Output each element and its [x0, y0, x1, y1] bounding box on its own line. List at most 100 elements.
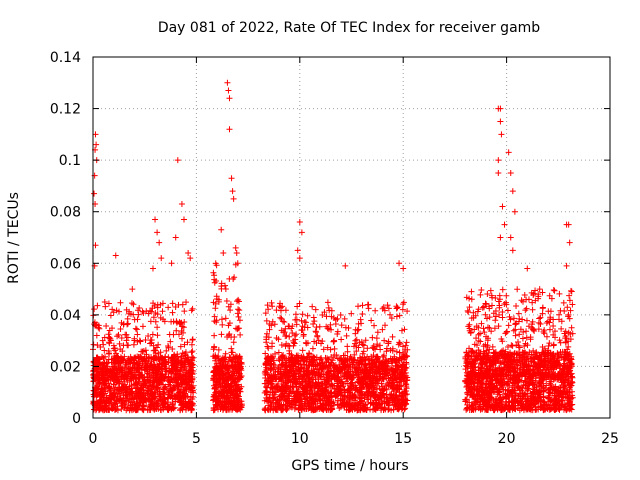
data-point	[214, 401, 221, 408]
data-point	[371, 405, 378, 412]
data-point	[172, 393, 179, 400]
data-point	[163, 368, 170, 375]
data-point	[161, 318, 168, 325]
data-point	[111, 401, 118, 408]
data-point	[93, 332, 100, 339]
data-point	[359, 302, 366, 309]
data-point	[311, 398, 318, 405]
data-point	[90, 341, 97, 348]
data-point	[142, 337, 149, 344]
data-point	[330, 314, 337, 321]
data-point	[383, 348, 390, 355]
data-point	[263, 317, 270, 324]
data-point	[107, 312, 114, 319]
data-point	[266, 395, 273, 402]
data-point	[219, 362, 226, 369]
data-point	[168, 356, 175, 363]
data-point	[225, 369, 232, 376]
data-point	[168, 406, 175, 413]
data-point	[400, 299, 407, 306]
data-point	[236, 370, 243, 377]
data-point	[160, 381, 167, 388]
data-point	[133, 406, 140, 413]
data-point	[90, 367, 97, 374]
data-point	[289, 330, 296, 337]
data-point	[296, 300, 303, 307]
data-point	[154, 304, 161, 311]
data-point	[215, 296, 222, 303]
data-point	[310, 314, 317, 321]
data-point	[211, 386, 218, 393]
data-point	[262, 310, 269, 317]
data-point	[167, 338, 174, 345]
data-point	[103, 394, 110, 401]
data-point	[127, 398, 134, 405]
data-point	[210, 375, 217, 382]
data-point	[328, 381, 335, 388]
data-point	[287, 388, 294, 395]
data-point	[104, 363, 111, 370]
data-point	[360, 366, 367, 373]
data-point	[301, 324, 308, 331]
data-point	[262, 350, 269, 357]
data-point	[284, 393, 291, 400]
data-point	[233, 361, 240, 368]
data-point	[351, 351, 358, 358]
data-point	[157, 301, 164, 308]
data-point	[124, 373, 131, 380]
data-point	[188, 349, 195, 356]
data-point	[229, 349, 236, 356]
data-point	[269, 303, 276, 310]
data-point	[387, 391, 394, 398]
data-point	[266, 321, 273, 328]
data-point	[362, 356, 369, 363]
data-point	[147, 379, 154, 386]
data-point	[289, 323, 296, 330]
data-point	[176, 331, 183, 338]
data-point	[114, 393, 121, 400]
data-point	[211, 332, 218, 339]
data-point	[115, 386, 122, 393]
data-point	[173, 327, 180, 334]
data-point	[321, 376, 328, 383]
data-point	[269, 391, 276, 398]
data-point	[128, 404, 135, 411]
data-point	[286, 333, 293, 340]
data-point	[139, 402, 146, 409]
data-point	[236, 307, 243, 314]
data-point	[182, 404, 189, 411]
data-point	[175, 375, 182, 382]
data-point	[226, 331, 233, 338]
data-point	[162, 400, 169, 407]
data-point	[362, 401, 369, 408]
data-point	[131, 400, 138, 407]
data-point	[150, 405, 157, 412]
data-point	[219, 370, 226, 377]
data-point	[154, 385, 161, 392]
data-point	[211, 344, 218, 351]
data-point	[176, 320, 183, 327]
data-point	[264, 302, 271, 309]
data-point	[402, 349, 409, 356]
data-point	[299, 347, 306, 354]
data-point	[162, 373, 169, 380]
data-point	[182, 398, 189, 405]
data-point	[98, 396, 105, 403]
data-point	[379, 353, 386, 360]
data-point	[269, 340, 276, 347]
data-point	[369, 334, 376, 341]
data-point	[350, 361, 357, 368]
data-point	[143, 354, 150, 361]
data-point	[215, 398, 222, 405]
data-point	[226, 275, 233, 282]
data-point	[159, 357, 166, 364]
data-point	[329, 357, 336, 364]
data-point	[323, 358, 330, 365]
data-point	[106, 383, 113, 390]
data-point	[90, 406, 97, 413]
data-point	[171, 385, 178, 392]
data-point	[401, 406, 408, 413]
data-point	[95, 359, 102, 366]
data-point	[152, 350, 159, 357]
data-point	[189, 348, 196, 355]
